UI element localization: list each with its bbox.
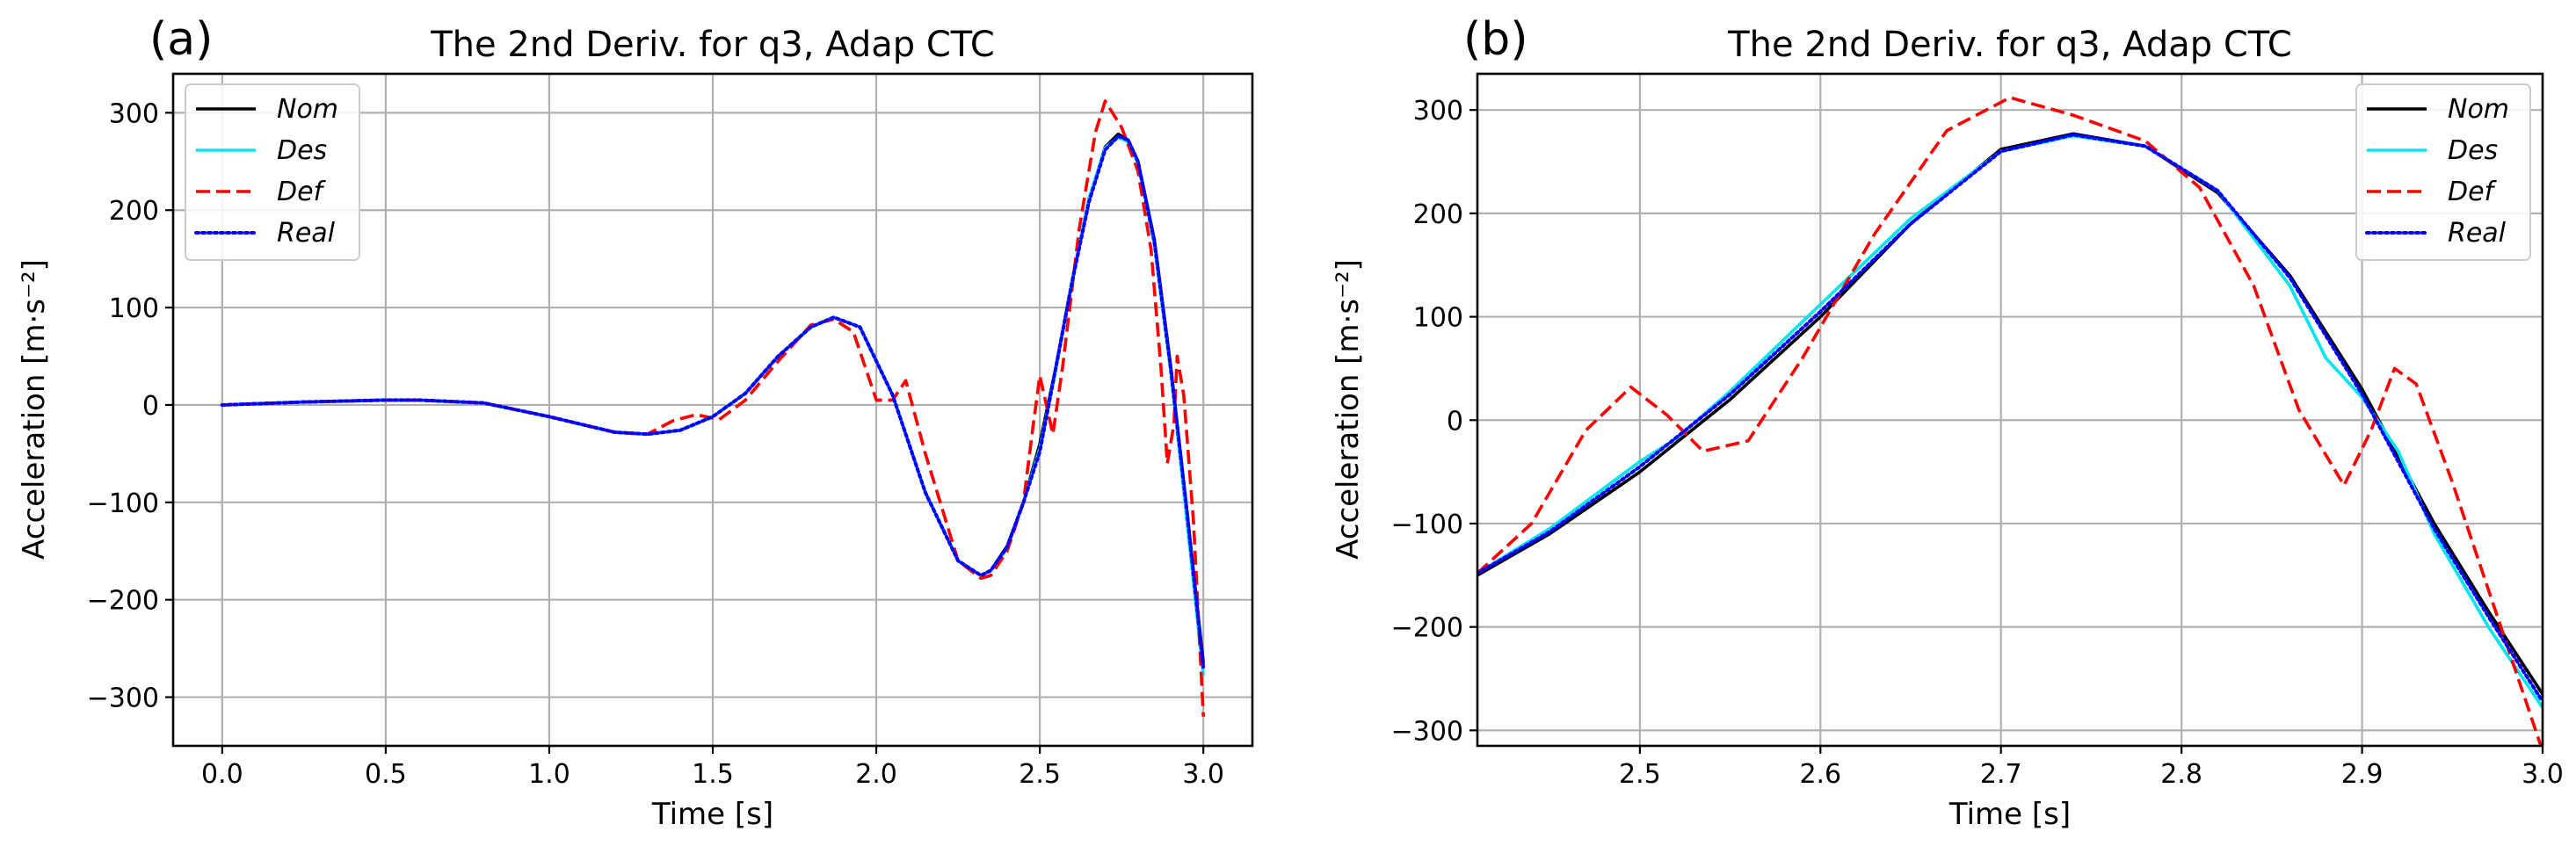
series-line-def: [1477, 96, 2543, 746]
series-line-real: [220, 134, 1206, 670]
ticks-a: 0.0 0.5 1.0 1.5 2.0 2.5 3.0 −300 −200 −100 0 100 200…: [87, 98, 1224, 790]
legend-box: [185, 83, 360, 261]
x-tick-label: 3.0: [2522, 759, 2564, 790]
x-axis-label-b: Time [s]: [1948, 797, 2071, 832]
y-tick-label: 200: [109, 196, 159, 227]
x-axis-label-a: Time [s]: [651, 797, 773, 832]
legend-label-real: Real: [277, 218, 336, 249]
y-tick-label: 300: [1413, 96, 1463, 127]
x-tick-label: 0.0: [201, 759, 243, 790]
grid-b: [1477, 74, 2544, 746]
y-tick-label: 200: [1413, 199, 1463, 230]
legend-label-des: Des: [277, 135, 327, 166]
x-tick-label: 0.5: [365, 759, 407, 790]
ticks-b: 2.5 2.6 2.7 2.8 2.9 3.0 −300 −200 −100 0 100 200 300: [1391, 96, 2564, 790]
panel-label-b: (b): [1463, 13, 1528, 66]
legend-label-nom: Nom: [277, 94, 338, 125]
legend-label-real: Real: [2448, 218, 2507, 249]
panel-label-a: (a): [149, 13, 213, 66]
chart-panel-a: (a) The 2nd Deriv. for q3, Adap CTC 0.0 0…: [17, 13, 1254, 832]
legend-label-def: Def: [2448, 177, 2498, 207]
y-tick-label: 0: [1447, 406, 1463, 437]
x-tick-label: 2.7: [1980, 759, 2022, 790]
legend-box: [2355, 83, 2531, 261]
grid-a: [173, 74, 1252, 746]
chart-panel-b: (b) The 2nd Deriv. for q3, Adap CTC 2.5 2…: [1331, 13, 2564, 832]
y-tick-label: 100: [109, 293, 159, 324]
x-tick-label: 1.0: [528, 759, 570, 790]
y-tick-label: −300: [87, 683, 159, 714]
x-tick-label: 2.6: [1799, 759, 1841, 790]
x-tick-label: 2.9: [2341, 759, 2384, 790]
y-tick-label: −200: [1391, 613, 1463, 644]
series-group-a: [220, 99, 1206, 717]
legend-b: Nom Des Def Real: [2355, 83, 2531, 261]
x-tick-label: 2.5: [1619, 759, 1661, 790]
y-tick-label: −300: [1391, 716, 1463, 747]
y-tick-label: −100: [87, 488, 159, 519]
x-tick-label: 2.8: [2160, 759, 2202, 790]
y-tick-label: 0: [142, 391, 159, 422]
y-tick-label: −200: [87, 586, 159, 617]
chart-title-a: The 2nd Deriv. for q3, Adap CTC: [430, 25, 995, 65]
y-axis-label-b: Acceleration [m·s⁻²]: [1331, 259, 1366, 560]
series-line-real: [1477, 133, 2543, 704]
legend-label-def: Def: [277, 177, 327, 207]
x-tick-label: 3.0: [1182, 759, 1224, 790]
x-tick-label: 1.5: [692, 759, 734, 790]
x-tick-label: 2.0: [855, 759, 897, 790]
x-tick-label: 2.5: [1019, 759, 1061, 790]
legend-label-des: Des: [2448, 135, 2498, 166]
series-group-b: [1477, 96, 2543, 746]
y-tick-label: 100: [1413, 303, 1463, 334]
chart-title-b: The 2nd Deriv. for q3, Adap CTC: [1727, 25, 2292, 65]
legend-label-nom: Nom: [2448, 94, 2509, 125]
plot-frame-b: [1476, 72, 2544, 748]
y-tick-label: 300: [109, 98, 159, 129]
y-tick-label: −100: [1391, 510, 1463, 540]
legend-a: Nom Des Def Real: [185, 83, 360, 261]
y-axis-label-a: Acceleration [m·s⁻²]: [17, 259, 52, 560]
